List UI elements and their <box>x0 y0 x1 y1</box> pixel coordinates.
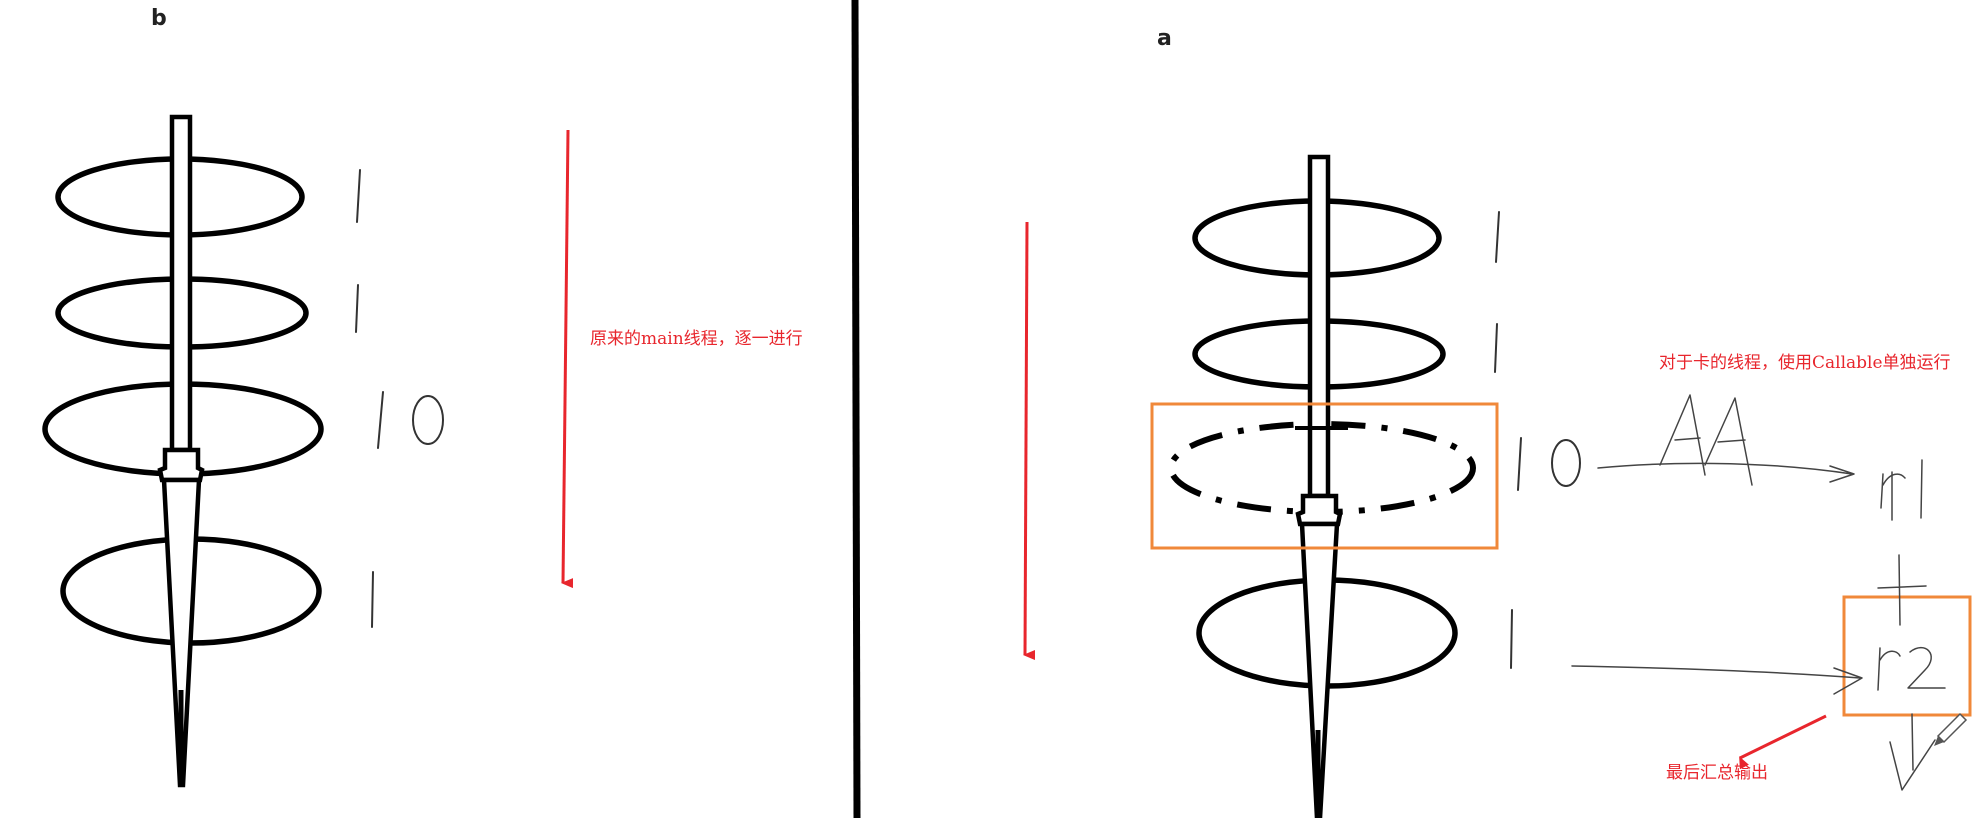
panel-b-stage-marks <box>355 169 444 628</box>
panel-a-label: a <box>1157 26 1172 51</box>
panel-b-mark-10-zero <box>412 395 444 445</box>
panel-b-grip <box>157 447 205 483</box>
panel-b-mark-1 <box>356 169 361 223</box>
callable-note: 对于卡的线程，使用Callable单独运行 <box>1659 353 1951 373</box>
main-thread-note: 原来的main线程，逐一进行 <box>590 329 803 349</box>
summary-note: 最后汇总输出 <box>1666 763 1768 783</box>
stalled-thread-highlight <box>1150 402 1499 550</box>
panel-a-mark-4 <box>1510 609 1513 669</box>
panel-b-skewer <box>42 114 324 788</box>
r1-handwriting <box>1880 459 1923 521</box>
arrow-to-r2 <box>1571 665 1863 695</box>
panel-b-mark-2 <box>355 284 359 333</box>
r2-handwriting <box>1877 646 1946 691</box>
panel-b-shaft <box>169 114 193 453</box>
arrow-to-r1 <box>1597 462 1855 483</box>
panel-a-mark-2 <box>1494 323 1498 373</box>
panel-a-mark-10-zero <box>1551 439 1581 487</box>
summary-down-arrow <box>1889 713 1936 791</box>
r2-highlight <box>1842 595 1972 717</box>
panel-a-shaft <box>1307 154 1331 499</box>
panel-a-grip <box>1295 493 1343 527</box>
panel-a-red-arrow <box>1023 221 1036 661</box>
plus-sign <box>1877 554 1927 626</box>
panel-a-mark-1 <box>1495 211 1500 263</box>
aa-handwriting <box>1659 394 1753 486</box>
panel-b-mark-4 <box>371 571 374 628</box>
panel-a-taper <box>1299 521 1340 818</box>
panel-b-label: b <box>151 6 167 31</box>
panel-b-red-arrow <box>561 129 574 589</box>
pen-cursor-icon <box>1934 712 1968 746</box>
panel-a-stage-marks <box>1494 211 1581 669</box>
panel-b-mark-10-one <box>377 391 384 449</box>
panel-a-skewer <box>1168 154 1476 818</box>
summary-red-arrow <box>1739 714 1827 770</box>
panel-divider <box>851 0 861 818</box>
panel-a-mark-10-one <box>1517 437 1522 491</box>
